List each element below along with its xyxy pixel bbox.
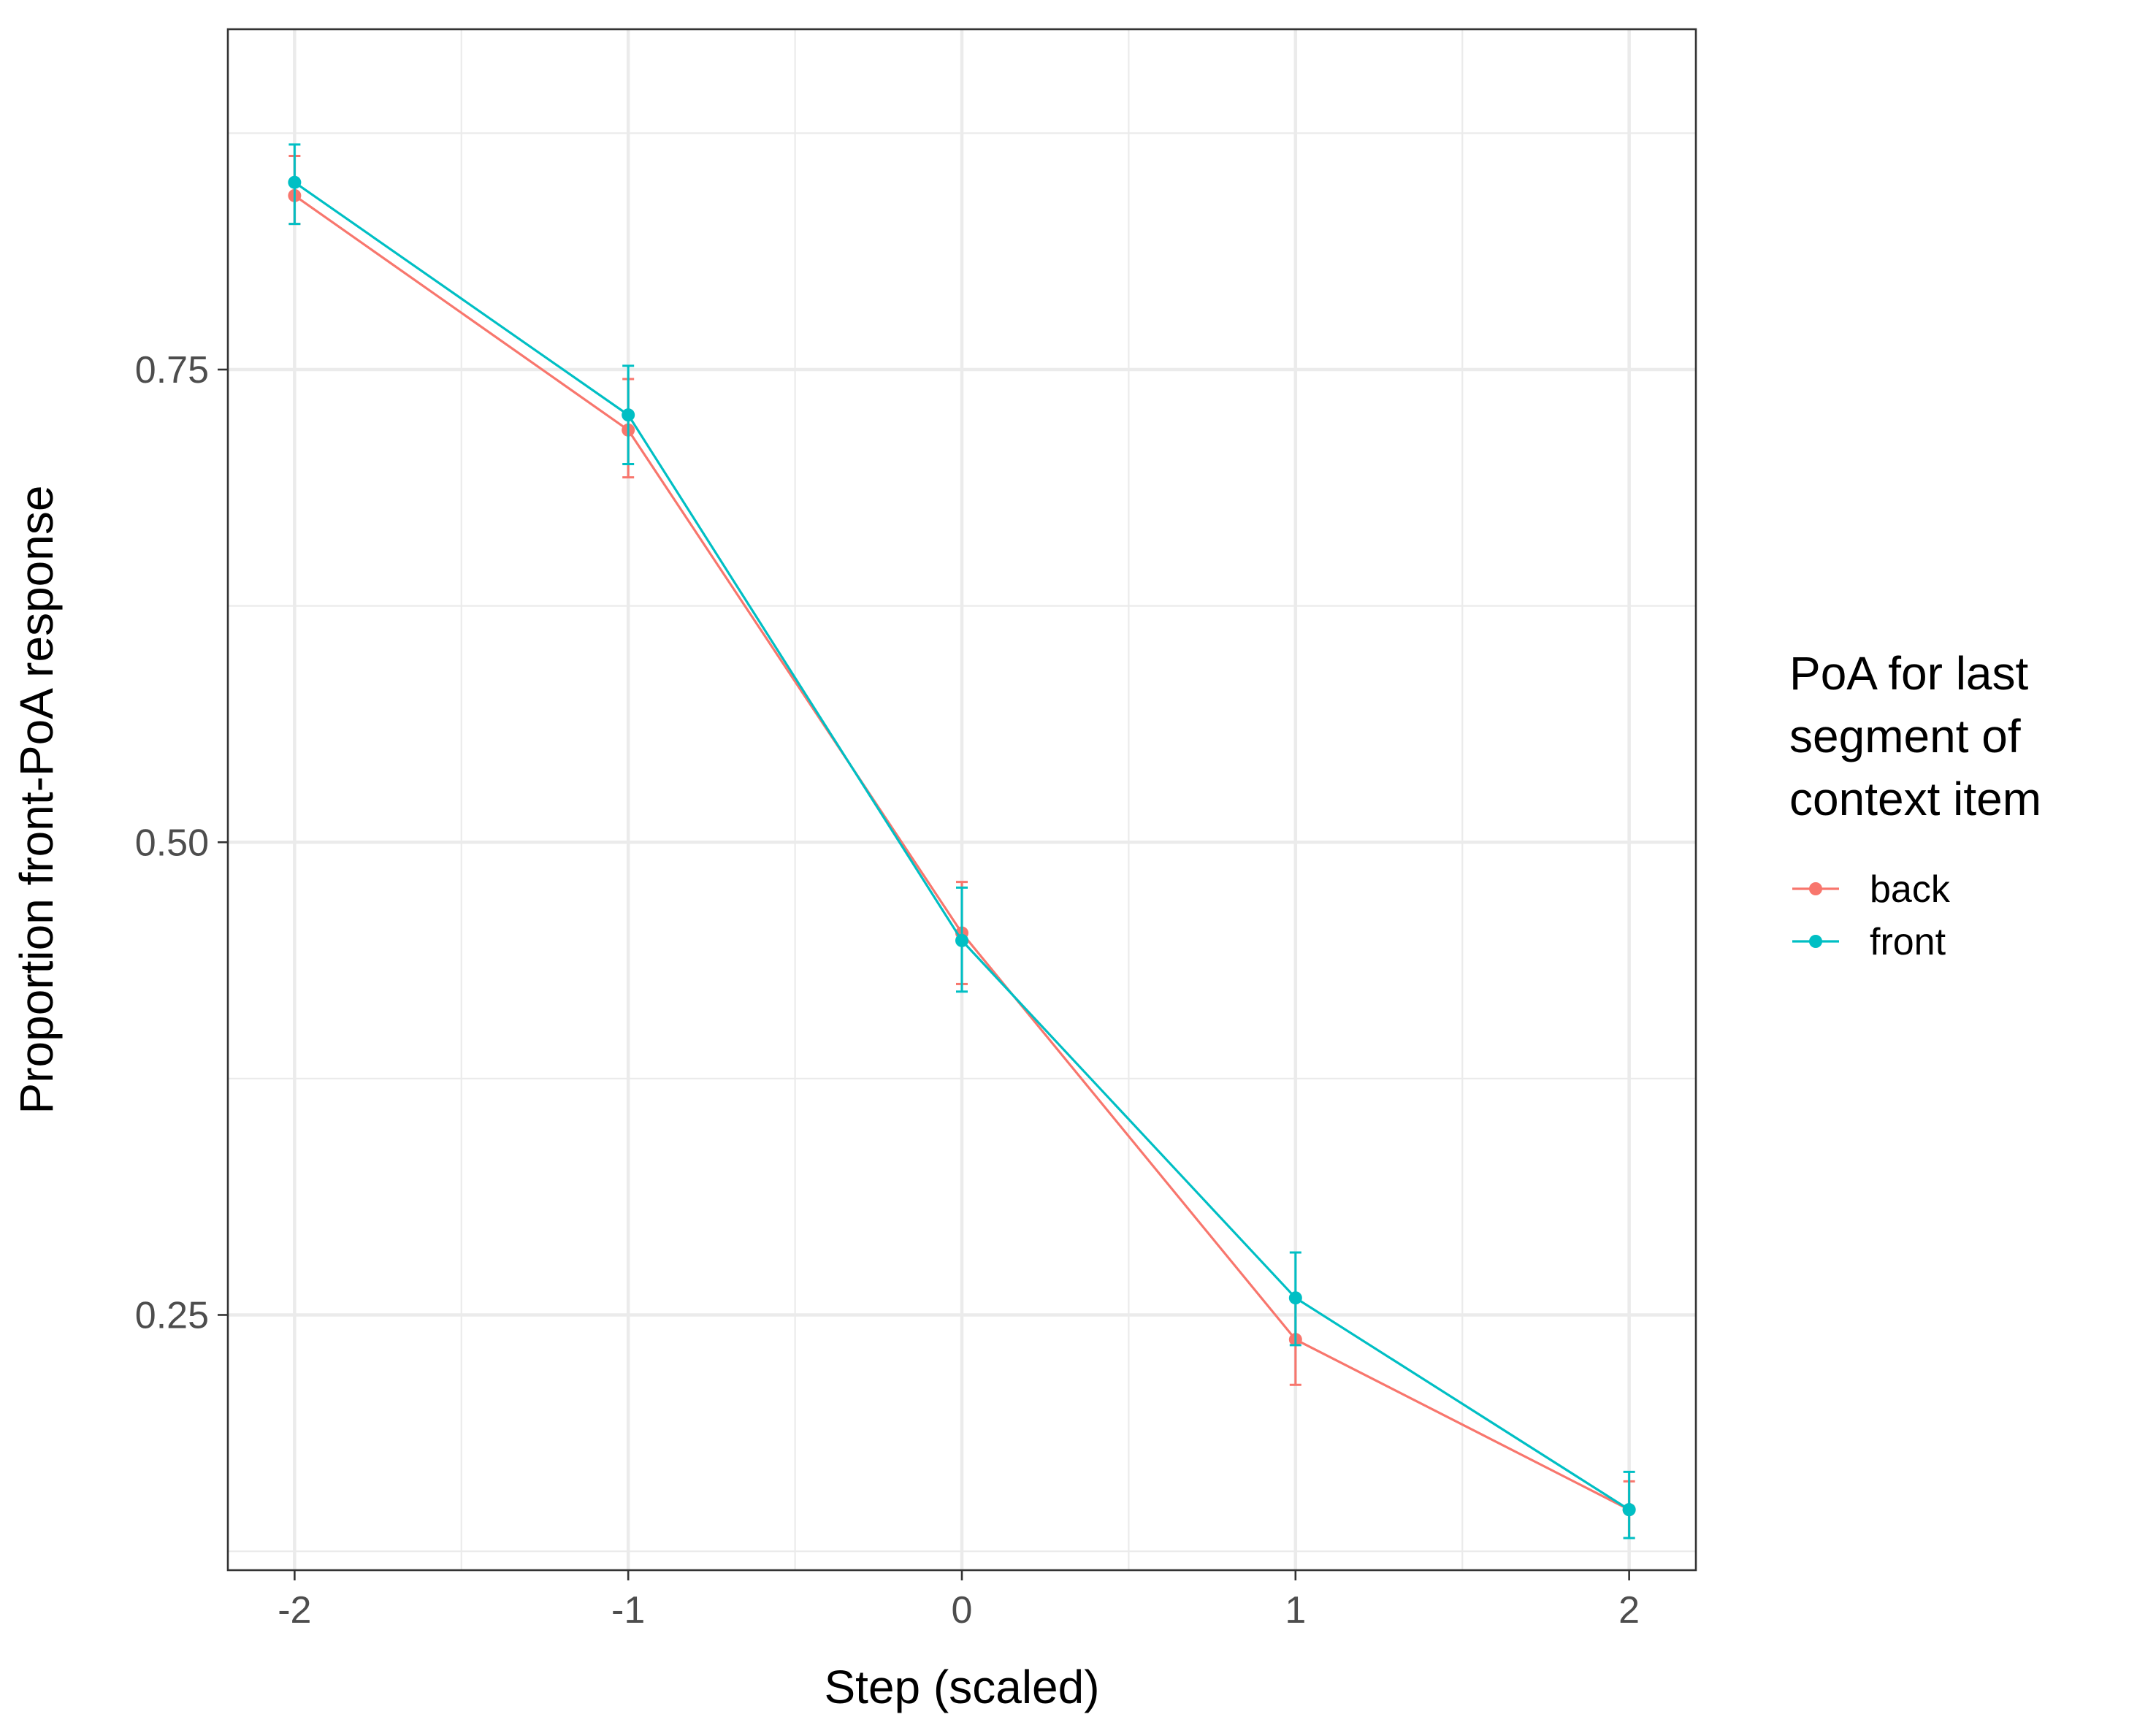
data-point-front (288, 175, 302, 189)
legend-label-front: front (1870, 921, 1946, 963)
x-tick-label: 2 (1618, 1589, 1640, 1632)
legend-keys (1792, 882, 1839, 948)
y-axis-title: Proportion front-PoA response (10, 486, 63, 1114)
series-front (288, 143, 1636, 1540)
legend-key-back (1792, 882, 1839, 895)
data-point-front (955, 933, 968, 947)
data-point-front (1288, 1291, 1302, 1305)
legend-key-point (1809, 935, 1822, 948)
legend-key-point (1809, 882, 1822, 895)
legend-title-line-2: segment of (1789, 710, 2021, 762)
series-layer (288, 143, 1636, 1540)
x-tick-label: 0 (952, 1589, 973, 1632)
y-tick-label: 0.25 (135, 1294, 209, 1336)
y-tick-label: 0.75 (135, 349, 209, 391)
major-gridlines (228, 29, 1696, 1570)
legend-title-line-1: PoA for last (1789, 647, 2029, 700)
legend-title-line-3: context item (1789, 773, 2041, 825)
data-point-front (1622, 1503, 1636, 1517)
y-tick-label: 0.50 (135, 822, 209, 864)
legend: PoA for last segment of context item bac… (1789, 647, 2041, 963)
axis-ticks: -2 -1 0 1 2 0.25 0.50 0.75 (135, 349, 1640, 1632)
x-tick-label: -1 (611, 1589, 645, 1632)
x-axis-title: Step (scaled) (824, 1661, 1099, 1713)
data-point-front (622, 408, 635, 422)
legend-key-front (1792, 935, 1839, 948)
x-tick-label: 1 (1285, 1589, 1306, 1632)
x-tick-label: -2 (278, 1589, 311, 1632)
legend-label-back: back (1870, 868, 1951, 911)
